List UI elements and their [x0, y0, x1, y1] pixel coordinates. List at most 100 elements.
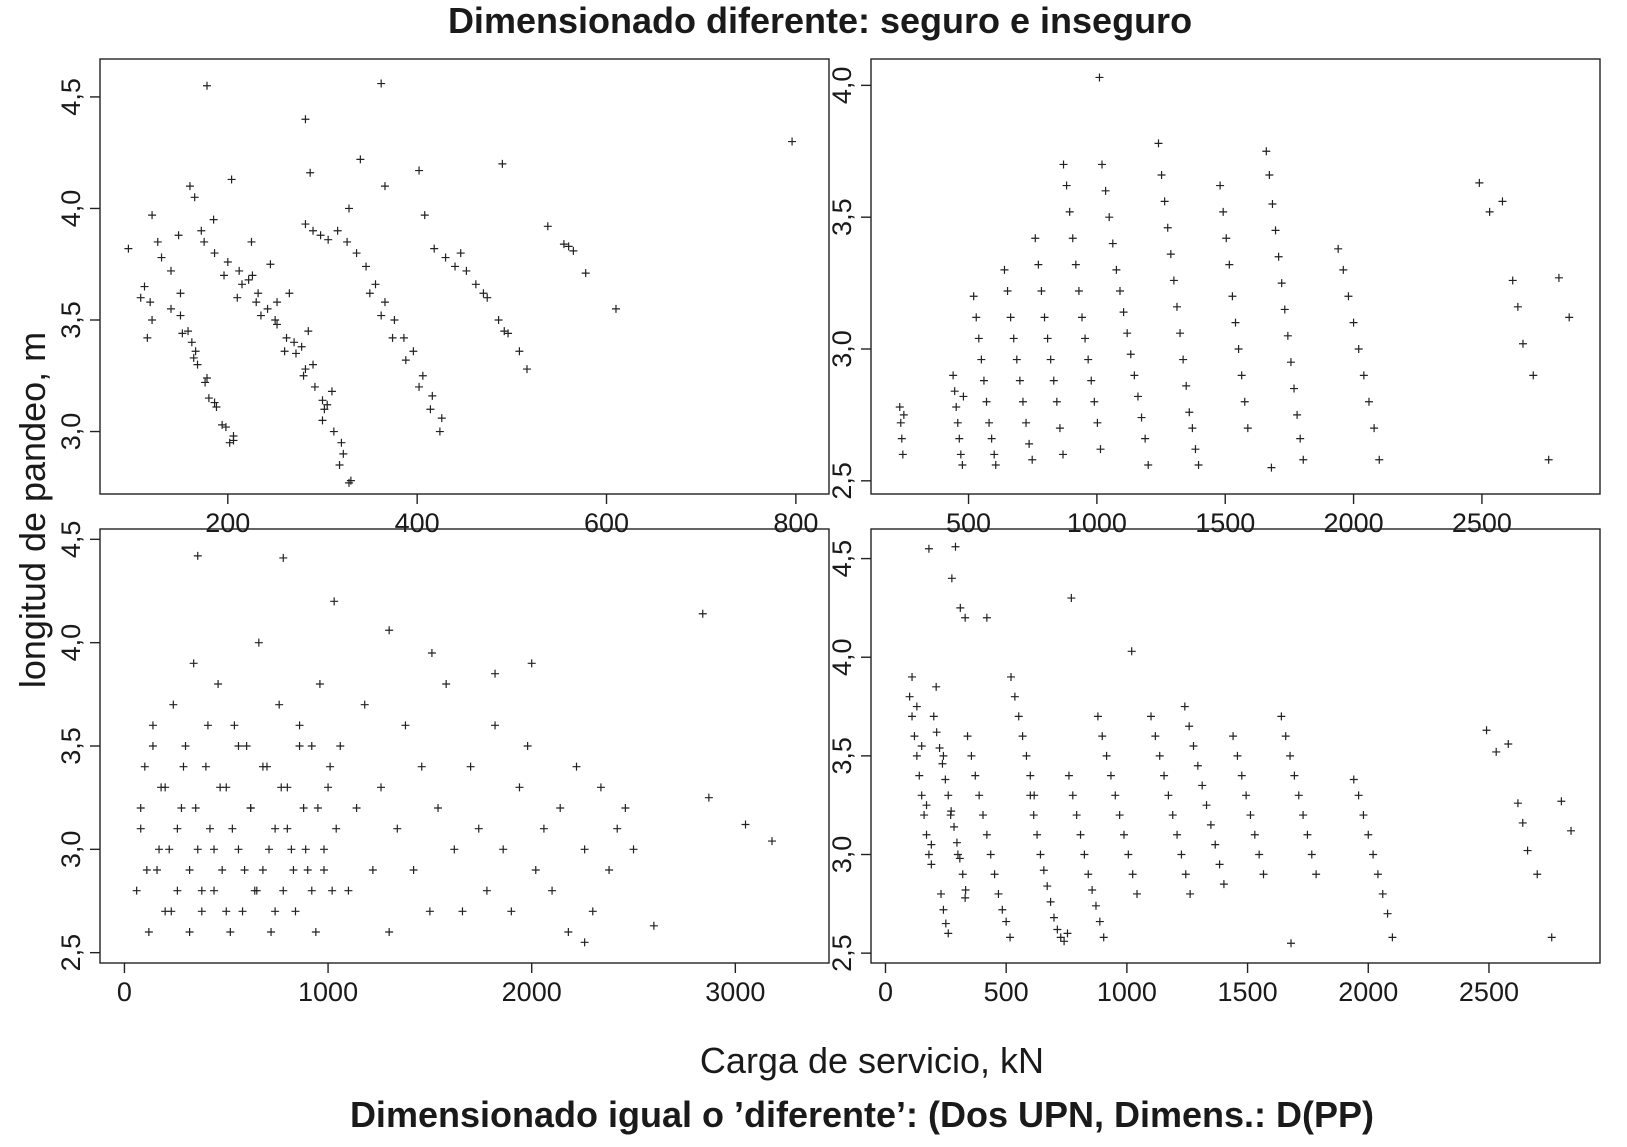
data-point — [569, 246, 578, 255]
data-point — [1105, 213, 1114, 222]
data-point — [1151, 732, 1160, 741]
data-point — [184, 327, 193, 336]
data-point — [201, 378, 210, 387]
data-point — [491, 721, 500, 730]
data-point — [982, 830, 991, 839]
data-point — [142, 866, 151, 874]
data-point — [1026, 791, 1035, 800]
data-point — [1344, 292, 1353, 301]
data-point — [990, 870, 999, 879]
data-point — [1188, 424, 1197, 433]
data-point — [1211, 840, 1220, 849]
data-point — [295, 721, 304, 730]
data-point — [185, 866, 194, 874]
data-point — [1222, 234, 1231, 243]
data-point — [289, 866, 298, 874]
data-point — [972, 313, 981, 322]
data-point — [895, 403, 904, 411]
data-point — [451, 262, 460, 271]
data-point — [1130, 371, 1139, 380]
data-point — [399, 333, 408, 342]
data-point — [1191, 445, 1200, 454]
data-point — [963, 732, 972, 741]
data-point — [271, 824, 280, 833]
data-point — [1554, 273, 1563, 282]
data-point — [309, 226, 318, 235]
data-point — [435, 427, 444, 436]
data-point — [1119, 830, 1128, 839]
data-point — [140, 762, 149, 771]
data-point — [1246, 811, 1255, 820]
data-point — [234, 845, 243, 854]
data-point — [1290, 384, 1299, 393]
data-point — [205, 824, 214, 833]
data-point — [1529, 371, 1538, 380]
data-point — [1565, 313, 1574, 322]
data-point — [1137, 413, 1146, 422]
data-point — [401, 356, 410, 365]
data-point — [1482, 726, 1491, 735]
x-tick-label: 2500 — [1459, 977, 1519, 1007]
data-point — [952, 838, 961, 847]
data-point — [944, 791, 953, 800]
data-point — [908, 672, 917, 681]
data-point — [1198, 781, 1207, 790]
data-point — [328, 886, 337, 895]
data-point — [223, 258, 232, 266]
data-point — [1281, 732, 1290, 741]
x-axis-label: Carga de servicio, kN — [700, 1040, 1044, 1081]
data-point — [1046, 355, 1055, 364]
data-point — [471, 280, 480, 289]
data-point — [176, 289, 185, 298]
data-point — [935, 743, 944, 752]
data-point — [148, 211, 157, 220]
data-point — [136, 293, 145, 302]
data-point — [1513, 302, 1522, 311]
data-point — [1194, 461, 1203, 469]
data-point — [326, 762, 335, 771]
data-point — [920, 811, 929, 820]
data-point — [1091, 901, 1100, 910]
data-point — [979, 376, 988, 385]
data-point — [1290, 771, 1299, 780]
data-point — [229, 432, 238, 440]
data-point — [605, 866, 614, 874]
data-point — [226, 928, 235, 936]
data-point — [1185, 408, 1194, 417]
data-point — [271, 316, 280, 324]
data-point — [418, 371, 427, 380]
x-tick-label: 2000 — [1338, 977, 1398, 1007]
data-point — [1036, 850, 1045, 859]
x-tick-label: 3000 — [705, 977, 765, 1007]
data-point — [1172, 302, 1181, 311]
data-point — [939, 905, 948, 914]
data-point — [309, 360, 318, 369]
data-point — [222, 907, 231, 916]
data-point — [1557, 797, 1566, 806]
data-point — [1383, 909, 1392, 918]
data-point — [767, 837, 776, 846]
data-point — [939, 751, 948, 760]
data-point — [629, 845, 638, 854]
data-point — [275, 700, 284, 709]
data-point — [132, 886, 141, 895]
data-point — [1492, 747, 1501, 756]
data-point — [621, 804, 630, 812]
data-point — [961, 886, 970, 895]
data-point — [380, 298, 389, 307]
data-point — [1231, 318, 1240, 327]
data-point — [1049, 376, 1058, 385]
data-point — [1567, 826, 1576, 835]
data-point — [967, 751, 976, 760]
data-point — [572, 762, 581, 771]
data-point — [507, 907, 516, 916]
data-point — [961, 893, 970, 902]
data-point — [290, 338, 299, 347]
data-point — [955, 854, 964, 863]
data-point — [316, 231, 325, 240]
data-point — [297, 342, 306, 351]
data-point — [161, 783, 170, 792]
data-point — [218, 866, 227, 874]
data-point — [564, 242, 573, 251]
